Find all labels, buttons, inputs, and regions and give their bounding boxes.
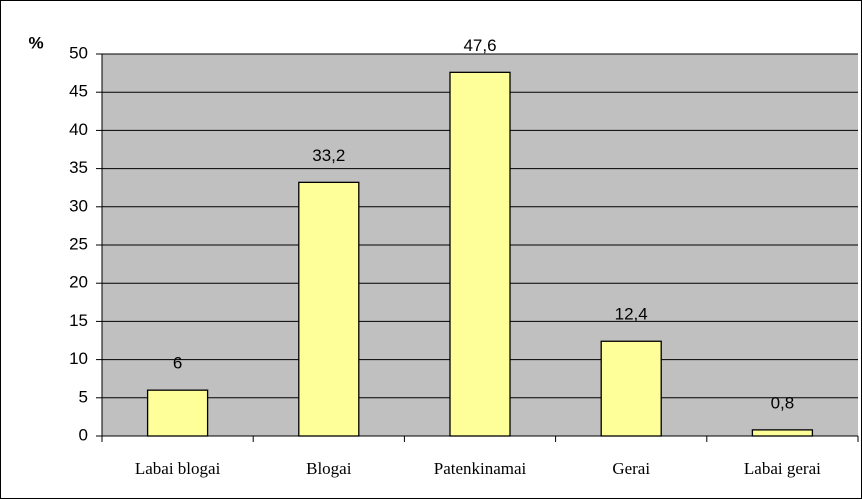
bar bbox=[298, 181, 360, 437]
x-tick-label: Patenkinamai bbox=[434, 459, 527, 478]
y-tick-label: 30 bbox=[69, 196, 88, 215]
data-label: 0,8 bbox=[771, 393, 795, 412]
data-label: 6 bbox=[173, 354, 182, 373]
y-axis-label: % bbox=[28, 33, 43, 52]
data-label: 12,4 bbox=[615, 305, 648, 324]
y-tick-label: 45 bbox=[69, 82, 88, 101]
y-tick-label: 0 bbox=[79, 425, 88, 444]
y-tick-label: 10 bbox=[69, 349, 88, 368]
y-tick-label: 5 bbox=[79, 387, 88, 406]
x-tick-label: Labai blogai bbox=[135, 459, 221, 478]
y-tick-label: 50 bbox=[69, 43, 88, 62]
data-label: 33,2 bbox=[312, 146, 345, 165]
y-tick-label: 35 bbox=[69, 158, 88, 177]
x-tick-label: Labai gerai bbox=[744, 459, 821, 478]
bar bbox=[751, 429, 814, 437]
x-tick-label: Gerai bbox=[612, 459, 650, 478]
y-tick-label: 20 bbox=[69, 273, 88, 292]
y-tick-label: 15 bbox=[69, 311, 88, 330]
bar bbox=[449, 71, 511, 437]
y-tick-label: 40 bbox=[69, 120, 88, 139]
bar bbox=[146, 389, 209, 437]
data-label: 47,6 bbox=[463, 36, 496, 55]
x-tick-label: Blogai bbox=[306, 459, 352, 478]
y-tick-label: 25 bbox=[69, 234, 88, 253]
bar bbox=[600, 340, 662, 437]
